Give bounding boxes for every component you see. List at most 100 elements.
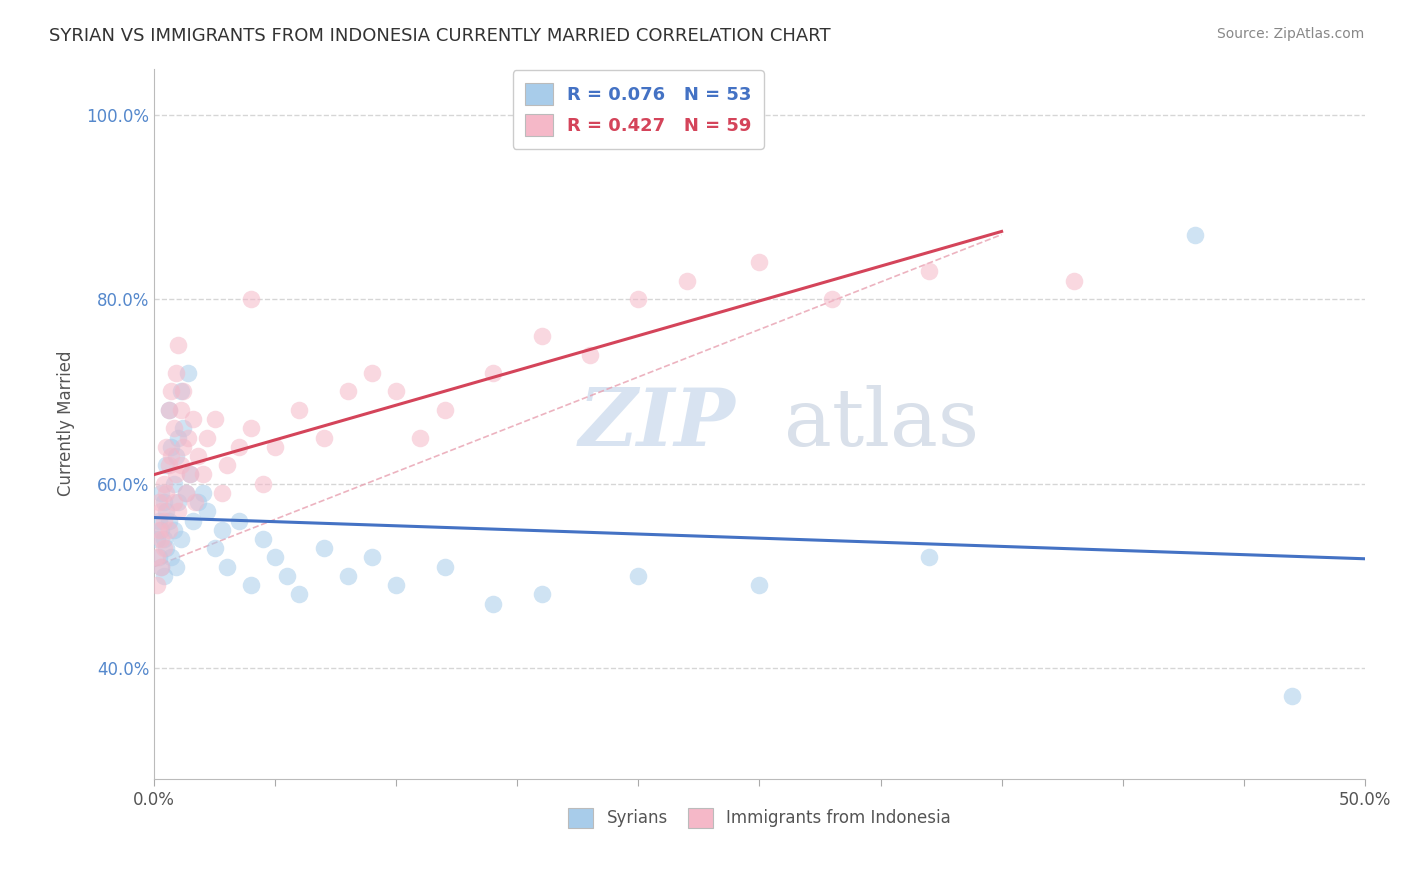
Point	[530, 587, 553, 601]
Point	[153, 541, 176, 556]
Point	[252, 476, 274, 491]
Point	[211, 486, 233, 500]
Point	[170, 458, 193, 473]
Point	[170, 532, 193, 546]
Point	[385, 578, 408, 592]
Point	[160, 440, 183, 454]
Point	[148, 514, 170, 528]
Point	[157, 403, 180, 417]
Point	[179, 467, 201, 482]
Point	[179, 467, 201, 482]
Point	[197, 431, 219, 445]
Point	[145, 550, 167, 565]
Point	[264, 550, 287, 565]
Point	[177, 366, 200, 380]
Point	[167, 431, 190, 445]
Point	[172, 440, 194, 454]
Point	[150, 559, 173, 574]
Point	[240, 578, 263, 592]
Point	[145, 532, 167, 546]
Point	[748, 578, 770, 592]
Point	[288, 403, 311, 417]
Point	[191, 486, 214, 500]
Point	[165, 559, 187, 574]
Point	[150, 532, 173, 546]
Point	[148, 523, 170, 537]
Point	[167, 338, 190, 352]
Point	[385, 384, 408, 399]
Point	[228, 514, 250, 528]
Point	[918, 550, 941, 565]
Point	[150, 523, 173, 537]
Y-axis label: Currently Married: Currently Married	[58, 351, 75, 497]
Point	[361, 550, 384, 565]
Point	[155, 486, 177, 500]
Point	[676, 274, 699, 288]
Point	[174, 486, 197, 500]
Point	[312, 431, 335, 445]
Point	[153, 476, 176, 491]
Point	[215, 559, 238, 574]
Point	[148, 550, 170, 565]
Point	[153, 514, 176, 528]
Point	[172, 384, 194, 399]
Point	[155, 541, 177, 556]
Point	[157, 403, 180, 417]
Point	[252, 532, 274, 546]
Point	[148, 495, 170, 509]
Point	[240, 421, 263, 435]
Point	[167, 495, 190, 509]
Point	[165, 449, 187, 463]
Point	[167, 504, 190, 518]
Point	[288, 587, 311, 601]
Point	[211, 523, 233, 537]
Text: SYRIAN VS IMMIGRANTS FROM INDONESIA CURRENTLY MARRIED CORRELATION CHART: SYRIAN VS IMMIGRANTS FROM INDONESIA CURR…	[49, 27, 831, 45]
Point	[160, 449, 183, 463]
Point	[336, 569, 359, 583]
Point	[530, 329, 553, 343]
Point	[157, 523, 180, 537]
Point	[155, 458, 177, 473]
Point	[264, 440, 287, 454]
Point	[197, 504, 219, 518]
Point	[160, 384, 183, 399]
Point	[174, 486, 197, 500]
Point	[172, 421, 194, 435]
Point	[153, 569, 176, 583]
Point	[627, 569, 650, 583]
Point	[579, 347, 602, 361]
Point	[170, 384, 193, 399]
Point	[1063, 274, 1085, 288]
Point	[150, 504, 173, 518]
Text: atlas: atlas	[783, 384, 979, 463]
Point	[162, 495, 184, 509]
Text: ZIP: ZIP	[578, 385, 735, 462]
Point	[204, 412, 226, 426]
Point	[165, 366, 187, 380]
Point	[162, 523, 184, 537]
Point	[162, 476, 184, 491]
Point	[627, 292, 650, 306]
Point	[1281, 689, 1303, 703]
Legend: Syrians, Immigrants from Indonesia: Syrians, Immigrants from Indonesia	[561, 801, 957, 835]
Point	[361, 366, 384, 380]
Point	[1184, 227, 1206, 242]
Point	[155, 504, 177, 518]
Point	[177, 431, 200, 445]
Point	[157, 514, 180, 528]
Point	[240, 292, 263, 306]
Point	[482, 366, 505, 380]
Point	[215, 458, 238, 473]
Point	[153, 532, 176, 546]
Point	[433, 403, 456, 417]
Point	[150, 559, 173, 574]
Point	[181, 514, 204, 528]
Point	[187, 449, 209, 463]
Point	[482, 597, 505, 611]
Point	[821, 292, 844, 306]
Point	[748, 255, 770, 269]
Point	[170, 403, 193, 417]
Point	[276, 569, 298, 583]
Point	[312, 541, 335, 556]
Point	[162, 421, 184, 435]
